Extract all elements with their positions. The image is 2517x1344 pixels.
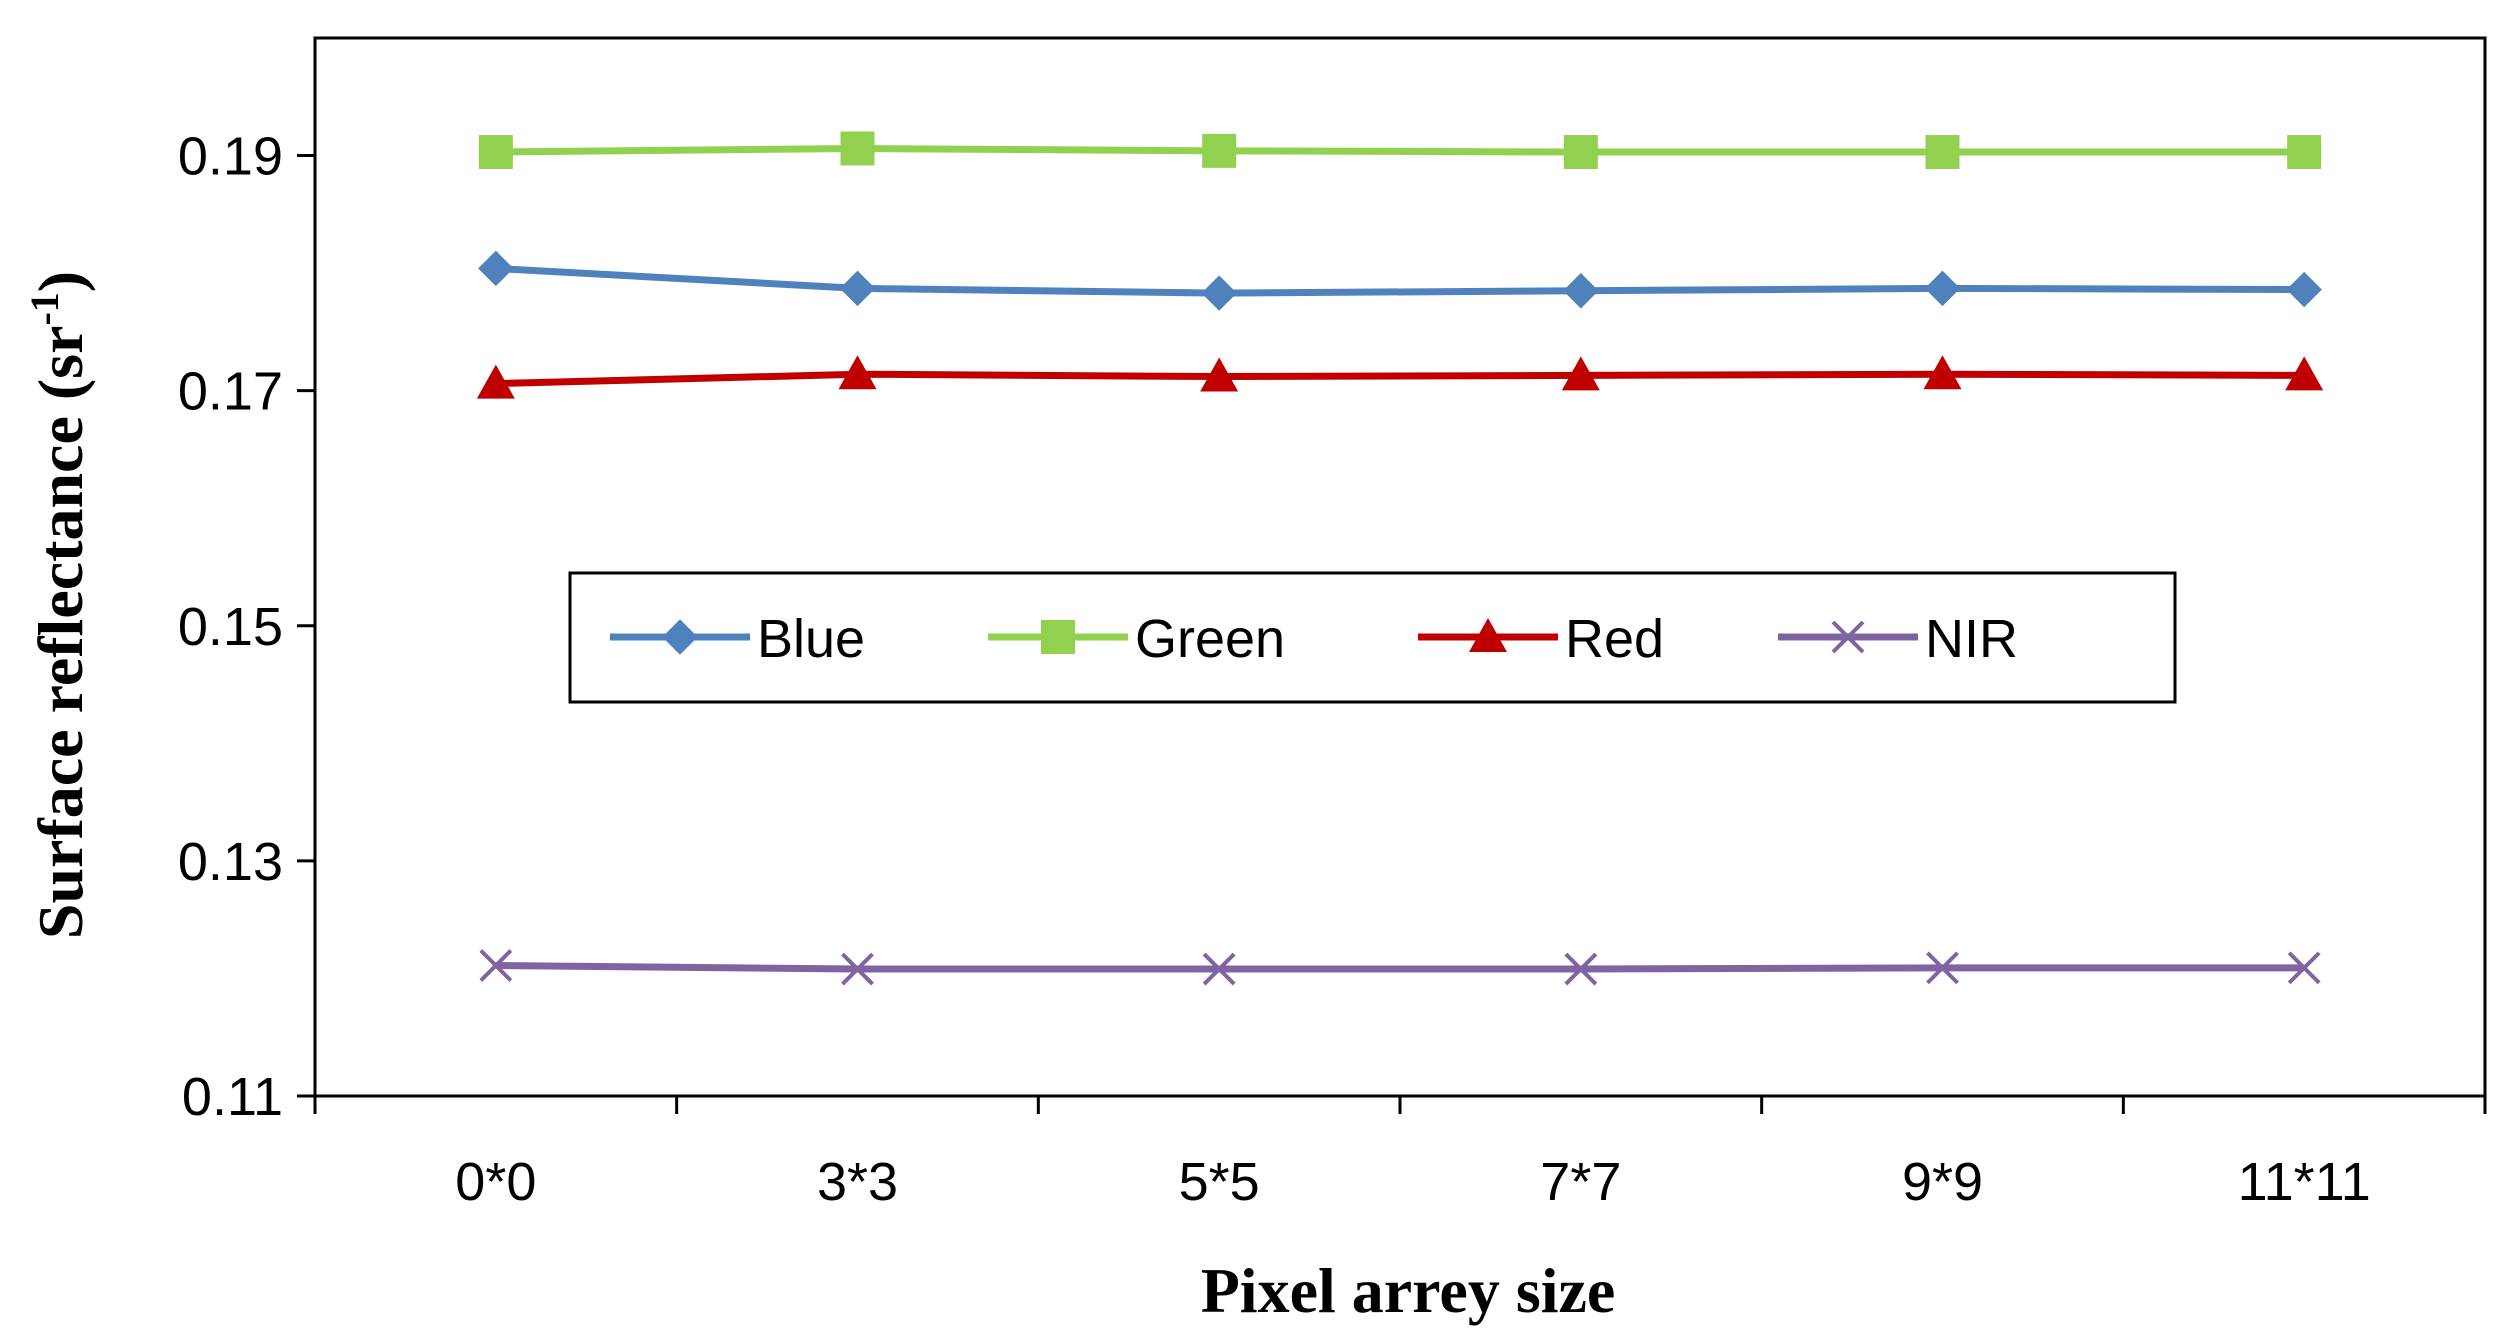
series-layer [476, 131, 2324, 986]
data-point-green [1202, 133, 1237, 168]
series-line-red [495, 370, 2305, 388]
y-axis-title-main: Surface reflectance (sr [25, 326, 96, 940]
data-point-green [1925, 135, 1960, 170]
plot-area-frame [313, 36, 2487, 1098]
data-point-nir-stroke [841, 952, 874, 986]
legend-marker-blue [662, 619, 698, 655]
data-point-nir-stroke [479, 949, 513, 982]
data-point-red [476, 364, 515, 399]
x-tick-label: 11*11 [2238, 1152, 2371, 1212]
legend-label-blue: Blue [757, 609, 865, 669]
data-point-blue [1201, 275, 1237, 311]
x-axis-title: Pixel arrey size [1201, 1255, 1616, 1326]
y-tick-label: 0.17 [178, 362, 283, 422]
y-axis-title-close: ) [25, 271, 96, 292]
data-point-blue [2286, 271, 2322, 308]
data-point-nir-stroke [1564, 952, 1598, 986]
data-point-nir [1926, 951, 1959, 985]
data-point-red [838, 355, 877, 390]
data-point-green [1563, 135, 1598, 170]
legend-marker-red [1469, 618, 1507, 652]
legend-marker-green [1041, 620, 1075, 654]
legend-marker-nir-stroke [1831, 620, 1865, 654]
data-point-nir [841, 952, 874, 986]
y-tick-label: 0.19 [178, 127, 283, 187]
x-tick-label: 3*3 [817, 1152, 898, 1212]
legend-marker-nir [1831, 620, 1865, 654]
data-point-blue [1563, 273, 1599, 309]
y-tick-label: 0.15 [178, 597, 283, 657]
y-tick-label: 0.11 [182, 1067, 283, 1127]
series-line-blue [495, 264, 2305, 297]
data-point-nir [1564, 952, 1598, 986]
data-point-green [478, 135, 513, 170]
data-point-red [1923, 355, 1962, 390]
data-point-nir-stroke [1926, 951, 1959, 985]
data-point-nir-stroke [1202, 952, 1236, 986]
legend-label-red: Red [1565, 609, 1664, 669]
data-point-nir [1202, 952, 1236, 986]
data-point-nir [2287, 951, 2321, 985]
x-tick-label: 9*9 [1902, 1152, 1983, 1212]
data-point-red [2285, 356, 2324, 391]
data-point-red [1200, 357, 1239, 392]
legend-label-nir: NIR [1925, 609, 2018, 669]
data-point-green [2287, 135, 2322, 170]
y-axis-title-superscript: -1 [22, 292, 67, 325]
legend-label-green: Green [1135, 609, 1285, 669]
data-point-blue [1924, 270, 1961, 307]
x-tick-label: 0*0 [455, 1152, 536, 1212]
series-line-green [495, 145, 2305, 156]
data-point-nir-stroke [2287, 951, 2321, 985]
y-tick-label: 0.13 [178, 832, 283, 892]
series-line-nir [495, 962, 2305, 973]
axes-layer: 0.11 0.13 0.15 0.17 0.19 0*0 3*3 5*5 7*7 9*9 11*11 [178, 127, 2487, 1212]
data-point-red [1561, 356, 1600, 391]
data-point-nir [479, 949, 513, 982]
data-point-green [840, 131, 875, 166]
data-point-blue [839, 270, 876, 307]
legend: Blue Green Red NIR [568, 571, 2177, 704]
data-point-blue [478, 250, 514, 287]
x-tick-label: 7*7 [1540, 1152, 1621, 1212]
y-axis-title: Surface reflectance (sr-1) [22, 271, 96, 939]
x-tick-label: 5*5 [1179, 1152, 1260, 1212]
